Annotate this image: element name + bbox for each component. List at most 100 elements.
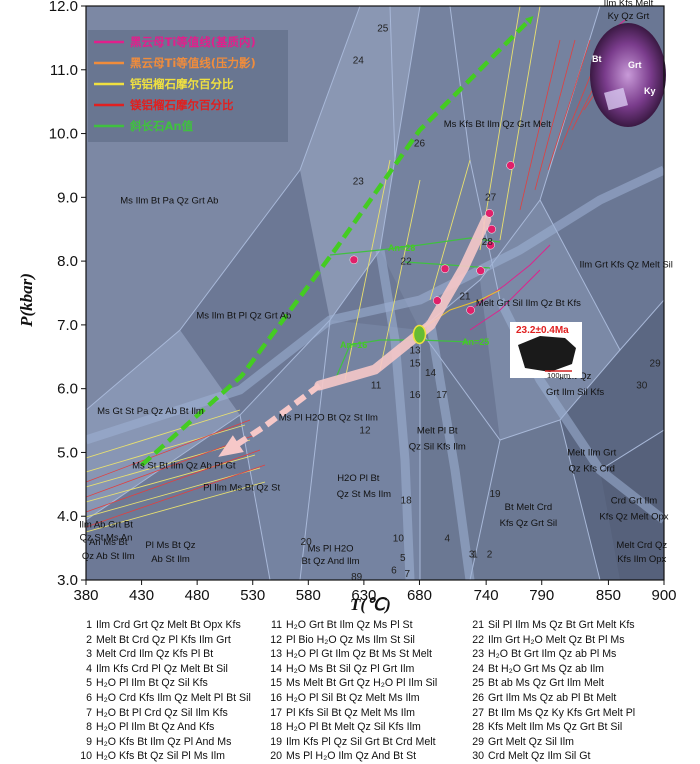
key-assemblage: H₂O Kfs Bt Qz Sil Pl Ms Ilm (96, 750, 225, 763)
key-entry-25: 25 Bt ab Ms Qz Grt Ilm Melt (468, 676, 668, 691)
legend-box (88, 30, 288, 142)
key-number: 12 (270, 633, 282, 646)
field-label: Ms Pl H2O Bt Qz St Ilm (279, 413, 378, 424)
key-number: 14 (270, 662, 282, 675)
field-label: Ms St Bt Ilm Qz Ab Pl Gt (132, 460, 236, 471)
field-number-30: 30 (636, 381, 648, 392)
field-number-16: 16 (409, 390, 421, 401)
key-assemblage: Melt Bt Crd Qz Pl Kfs Ilm Grt (96, 633, 231, 646)
field-number-20: 20 (301, 537, 313, 548)
field-number-15: 15 (409, 358, 421, 369)
y-tick-label-12.0: 12.0 (49, 0, 78, 15)
zircon-age-label: 23.2±0.4Ma (516, 325, 569, 336)
field-label: Ilm Grt Kfs Qz Melt Sil (579, 259, 672, 270)
field-label: Qz Kfs Crd (569, 464, 615, 475)
key-number: 30 (472, 750, 484, 763)
key-number: 27 (472, 706, 484, 719)
field-label: Melt Grt Sil Ilm Qz Bt Kfs (476, 298, 581, 309)
retrograde-arrowhead (218, 435, 244, 457)
legend-label-2: 钙铝榴石摩尔百分比 (130, 77, 234, 91)
key-entry-21: 21 Sil Pl Ilm Ms Qz Bt Grt Melt Kfs (468, 618, 668, 633)
legend-label-3: 镁铝榴石摩尔百分比 (130, 98, 234, 112)
x-tick-label-480: 480 (185, 587, 210, 604)
key-entry-3: 3 Melt Crd Ilm Qz Kfs Pl Bt (76, 647, 266, 662)
thin-section-inset: Bt Grt Ky (590, 23, 666, 127)
field-number-24: 24 (353, 55, 365, 66)
field-number-8: 8 (351, 572, 357, 583)
x-tick-label-850: 850 (596, 587, 621, 604)
field-labels: Ms Ilm Bt Pa Qz Grt Ab Ms Ilm Bt Pl Qz Gr… (79, 0, 673, 567)
data-point-7 (485, 209, 494, 218)
key-entry-23: 23 H₂O Bt Grt Ilm Qz ab Pl Ms (468, 647, 668, 662)
key-number: 6 (86, 691, 92, 704)
field-label: Melt Ilm Grt (567, 448, 616, 459)
key-number: 29 (472, 735, 484, 748)
field-assemblage-key: 1 Ilm Crd Grt Qz Melt Bt Opx Kfs 2 Melt Bt … (76, 618, 676, 764)
field-label: Melt Pl Bt (417, 425, 458, 436)
y-tick-label-9.0: 9.0 (57, 189, 78, 206)
key-assemblage: Ilm Kfs Crd Pl Qz Melt Bt Sil (96, 662, 228, 675)
x-tick-label-580: 580 (296, 587, 321, 604)
key-assemblage: H₂O Pl Bt Melt Qz Sil Kfs Ilm (286, 721, 421, 734)
data-point-0 (349, 255, 359, 265)
mineral-bt: Bt (592, 54, 602, 64)
annotation-an16: An=16 (340, 340, 367, 350)
field-number-26: 26 (414, 138, 426, 149)
prograde-path (140, 15, 534, 467)
key-assemblage: Ms Pl H₂O Ilm Qz And Bt St (286, 750, 417, 763)
kyanite-grain (604, 87, 628, 111)
field-label: Qz Ab St Ilm (82, 551, 135, 562)
legend-label-0: 黑云母Ti等值线(基质内) (130, 35, 256, 49)
key-entry-10: 10 H₂O Kfs Bt Qz Sil Pl Ms Ilm (76, 749, 266, 764)
y-tick-label-11.0: 11.0 (50, 62, 78, 79)
mineral-ky: Ky (644, 86, 656, 96)
key-number: 2 (86, 633, 92, 646)
key-number: 23 (472, 648, 484, 661)
key-entry-18: 18 H₂O Pl Bt Melt Qz Sil Kfs Ilm (266, 720, 468, 735)
field-label: An Ms Bt (89, 537, 128, 548)
field-number-23: 23 (353, 177, 365, 188)
key-assemblage: H₂O Pl Ilm Bt Qz And Kfs (96, 721, 215, 734)
pt-path (140, 15, 534, 467)
key-number: 11 (271, 619, 282, 631)
key-number: 19 (270, 735, 282, 748)
y-axis: 3.0 4.0 5.0 6.0 7.0 8.0 9.0 10.0 11.0 12.0 (49, 0, 86, 589)
key-number: 16 (270, 691, 282, 704)
key-entry-24: 24 Bt H₂O Grt Ms Qz ab Ilm (468, 662, 668, 677)
field-label: Crd Grt Ilm (611, 495, 658, 506)
key-number: 9 (86, 735, 92, 748)
key-entry-22: 22 Ilm Grt H₂O Melt Qz Bt Pl Ms (468, 633, 668, 648)
field-number-9: 9 (357, 572, 363, 583)
key-assemblage: H₂O Grt Bt Ilm Qz Ms Pl St (286, 619, 413, 631)
key-entry-11: 11 H₂O Grt Bt Ilm Qz Ms Pl St (266, 618, 468, 633)
key-assemblage: H₂O Ms Bt Sil Qz Pl Grt Ilm (286, 662, 415, 675)
key-assemblage: H₂O Pl Gt Ilm Qz Bt Ms St Melt (286, 648, 432, 661)
key-number: 25 (472, 677, 484, 690)
legend-label-4: 斜长石An值 (129, 119, 194, 133)
x-tick-label-900: 900 (651, 587, 676, 604)
field-label: Ms Ilm Bt Pa Qz Grt Ab (120, 196, 218, 207)
field-number-13: 13 (409, 346, 421, 357)
key-number: 21 (472, 619, 484, 631)
data-point-4 (476, 266, 485, 275)
field-number-22: 22 (401, 256, 413, 267)
x-tick-label-380: 380 (73, 587, 98, 604)
key-assemblage: Bt ab Ms Qz Grt Ilm Melt (488, 677, 604, 690)
field-label: H2O Pl Bt (337, 473, 380, 484)
key-number: 3 (86, 648, 92, 661)
data-point-2 (432, 296, 442, 305)
annotation-an28: An=28 (388, 243, 415, 253)
y-tick-label-5.0: 5.0 (57, 444, 78, 461)
key-assemblage: Bt H₂O Grt Ms Qz ab Ilm (488, 662, 604, 675)
y-tick-label-4.0: 4.0 (57, 508, 78, 525)
key-assemblage: Pl Bio H₂O Qz Ms Ilm St Sil (286, 633, 415, 646)
field-number-5: 5 (400, 553, 406, 564)
key-entry-9: 9 H₂O Kfs Bt Ilm Qz Pl And Ms (76, 735, 266, 750)
key-number: 8 (86, 721, 92, 734)
field-number-2: 2 (487, 550, 493, 561)
data-point-3 (466, 305, 475, 315)
x-tick-label-790: 790 (529, 587, 554, 604)
field-number-25: 25 (377, 24, 389, 35)
field-number-29: 29 (650, 358, 662, 369)
field-label: Kfs Qz Melt Opx (599, 511, 668, 522)
